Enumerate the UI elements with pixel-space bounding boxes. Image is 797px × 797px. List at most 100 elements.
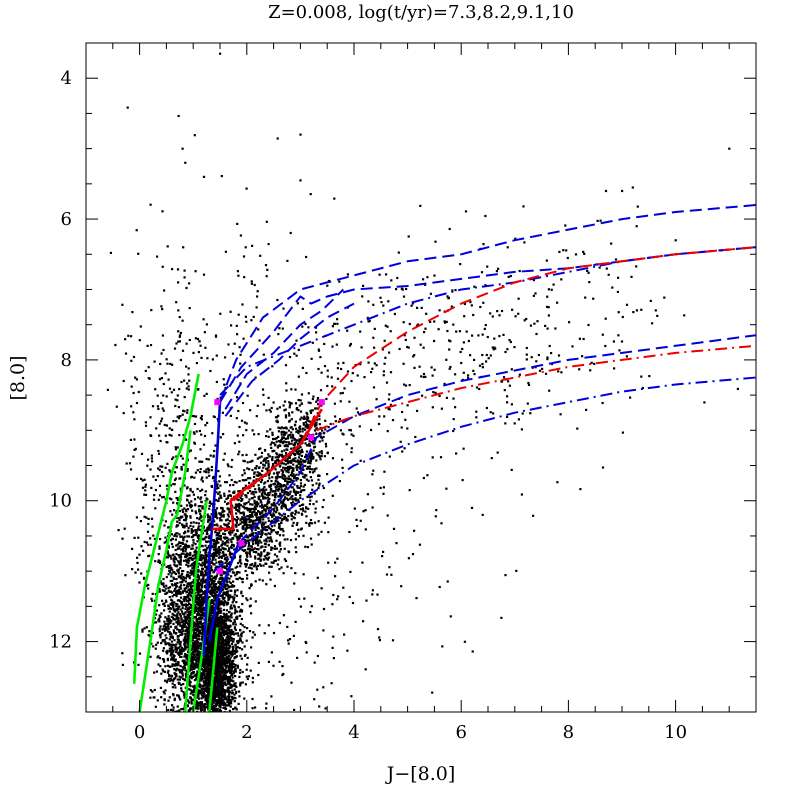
data-point	[223, 692, 226, 695]
data-point	[235, 594, 239, 597]
data-point	[248, 516, 251, 519]
data-point	[208, 504, 211, 507]
data-point	[240, 657, 243, 660]
data-point	[160, 696, 163, 699]
data-point	[224, 689, 227, 692]
data-point	[267, 509, 270, 512]
data-point	[186, 630, 189, 633]
data-point	[187, 529, 190, 532]
data-point	[165, 584, 168, 587]
data-point	[198, 630, 201, 633]
data-point	[226, 649, 229, 652]
data-point	[195, 659, 198, 663]
data-point	[217, 486, 220, 489]
data-point	[186, 617, 189, 620]
data-point	[171, 682, 174, 685]
data-point	[223, 688, 226, 692]
data-point	[193, 686, 196, 689]
data-point	[171, 599, 174, 602]
data-point	[222, 604, 226, 607]
data-point	[158, 630, 161, 633]
data-point	[164, 622, 167, 626]
data-point	[204, 544, 207, 547]
data-point	[260, 541, 263, 544]
data-point	[233, 590, 237, 594]
data-point	[206, 619, 210, 622]
data-point	[220, 577, 223, 580]
data-point	[189, 506, 192, 509]
data-point	[190, 564, 194, 567]
data-point	[230, 478, 233, 482]
data-point	[239, 565, 242, 568]
data-point	[166, 550, 169, 553]
data-point	[240, 590, 243, 593]
data-point	[272, 529, 275, 532]
data-point	[219, 582, 222, 585]
data-point	[224, 691, 227, 694]
data-point	[215, 561, 218, 564]
data-point	[209, 663, 212, 666]
data-point	[172, 553, 175, 556]
data-point	[223, 701, 226, 704]
data-point	[191, 572, 194, 575]
data-point	[220, 506, 223, 510]
data-point	[167, 552, 170, 555]
data-point	[214, 566, 217, 569]
data-point	[190, 698, 193, 701]
data-point	[218, 673, 221, 676]
data-point	[224, 524, 227, 527]
data-point	[239, 639, 242, 642]
data-point	[197, 562, 200, 565]
data-point	[163, 629, 167, 632]
data-point	[221, 511, 224, 514]
data-point	[241, 525, 244, 528]
data-point	[220, 646, 223, 649]
data-point	[233, 693, 236, 696]
data-point	[197, 522, 200, 525]
data-point	[212, 701, 215, 704]
data-point	[260, 501, 263, 504]
data-point	[184, 508, 188, 511]
data-point	[172, 604, 175, 607]
data-point	[217, 499, 220, 502]
data-point	[196, 656, 199, 660]
data-point	[171, 635, 174, 638]
data-point	[225, 624, 228, 627]
data-point	[178, 709, 181, 712]
data-point	[232, 571, 235, 574]
data-point	[226, 525, 229, 528]
data-point	[170, 647, 173, 650]
data-point	[184, 543, 188, 546]
data-point	[229, 585, 232, 588]
data-point	[150, 457, 153, 460]
data-point	[213, 595, 216, 598]
data-point	[188, 599, 191, 602]
data-point	[222, 668, 225, 671]
data-point	[240, 562, 243, 565]
data-point	[207, 540, 210, 543]
data-point	[202, 613, 205, 616]
data-point	[236, 565, 239, 568]
data-point	[170, 539, 173, 542]
data-point	[212, 576, 215, 579]
data-point	[269, 578, 272, 581]
data-point	[241, 624, 244, 627]
data-point	[219, 675, 222, 678]
data-point	[212, 637, 215, 640]
data-point	[189, 617, 192, 620]
data-point	[223, 620, 226, 623]
data-point	[228, 547, 231, 550]
data-point	[173, 631, 176, 634]
data-point	[246, 577, 249, 580]
data-point	[228, 668, 231, 671]
data-point	[251, 697, 254, 701]
data-point	[215, 655, 219, 658]
data-point	[190, 668, 193, 671]
data-point	[232, 544, 235, 547]
data-point	[223, 631, 226, 634]
data-point	[231, 692, 234, 695]
data-point	[162, 578, 165, 581]
data-point	[214, 543, 217, 546]
data-point	[200, 598, 204, 601]
data-point	[235, 535, 238, 538]
